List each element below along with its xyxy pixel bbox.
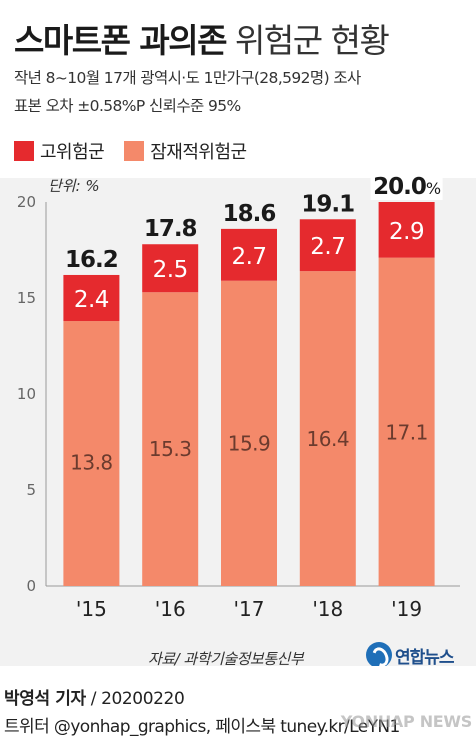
total-label-unit: % <box>426 179 441 198</box>
y-tick-label: 0 <box>26 577 36 595</box>
bar-potential-risk <box>221 280 277 586</box>
subtitle-line-1: 작년 8~10월 17개 광역시·도 1만가구(28,592명) 조사 <box>14 69 361 87</box>
data-label-potential-risk: 16.4 <box>307 427 350 451</box>
x-tick-label: '19 <box>391 597 422 621</box>
x-tick-label: '17 <box>234 597 265 621</box>
total-label: 19.1 <box>301 191 354 217</box>
byline: 박영석 기자 / 20200220 <box>4 689 185 709</box>
data-label-potential-risk: 15.9 <box>228 432 271 456</box>
total-label-background <box>370 172 443 200</box>
x-tick-label: '16 <box>155 597 186 621</box>
stacked-bar-chart: 단위: % 0 5 10 15 20 13.8 2.4 16.2 '15 15.3 2.5 17.8 '1… <box>17 172 460 621</box>
data-label-potential-risk: 15.3 <box>149 437 192 461</box>
data-label-potential-risk: 13.8 <box>70 450 113 474</box>
byline-name: 박영석 기자 <box>4 689 86 709</box>
social-links: 트위터 @yonhap_graphics, 페이스북 tuney.kr/LeYN… <box>4 717 400 737</box>
x-tick-label: '15 <box>76 597 107 621</box>
bar-potential-risk <box>378 257 435 586</box>
yonhap-logo: 연합뉴스 <box>366 642 455 668</box>
y-tick-label: 10 <box>17 385 36 403</box>
data-label-high-risk: 2.7 <box>310 234 345 260</box>
bar-high-risk <box>142 244 199 293</box>
subtitle-line-2: 표본 오차 ±0.58%P 신뢰수준 95% <box>14 97 241 115</box>
yonhap-logo-icon <box>366 642 392 668</box>
legend: 고위험군 잠재적위험군 <box>14 138 267 164</box>
watermark: YONHAP NEWS <box>340 712 473 731</box>
legend-item-potential-risk: 잠재적위험군 <box>124 138 247 164</box>
data-label-high-risk: 2.5 <box>153 257 188 283</box>
y-tick-label: 5 <box>26 481 36 499</box>
data-label-high-risk: 2.4 <box>74 287 109 313</box>
bar-high-risk <box>299 219 356 272</box>
data-label-high-risk: 2.7 <box>231 244 266 270</box>
y-tick-label: 20 <box>17 193 36 211</box>
bar-high-risk <box>378 202 435 258</box>
source-note: 자료/ 과학기술정보통신부 <box>148 650 304 668</box>
chart-title: 스마트폰 과의존 위험군 현황 <box>14 14 390 62</box>
legend-label-high-risk: 고위험군 <box>40 142 105 163</box>
total-label: 18.6 <box>223 201 276 227</box>
bar-high-risk <box>221 228 277 281</box>
title-light: 위험군 현황 <box>235 21 390 60</box>
total-label: 16.2 <box>65 247 118 273</box>
legend-swatch-high-risk <box>14 141 34 161</box>
unit-label: 단위: % <box>48 177 100 195</box>
yonhap-logo-text: 연합뉴스 <box>395 647 455 668</box>
byline-date: 20200220 <box>101 689 185 709</box>
data-label-potential-risk: 17.1 <box>385 421 428 445</box>
total-label: 17.8 <box>144 216 197 242</box>
footer <box>0 666 476 750</box>
bar-potential-risk <box>299 271 356 586</box>
bar-high-risk <box>63 274 120 322</box>
legend-label-potential-risk: 잠재적위험군 <box>150 142 247 163</box>
legend-item-high-risk: 고위험군 <box>14 138 105 164</box>
bar-potential-risk <box>142 292 199 586</box>
y-tick-label: 15 <box>17 289 36 307</box>
x-tick-label: '18 <box>312 597 343 621</box>
total-label: 20.0% <box>373 174 441 200</box>
title-bold: 스마트폰 과의존 <box>14 21 228 60</box>
bar-potential-risk <box>63 321 120 586</box>
legend-swatch-potential-risk <box>124 141 145 161</box>
data-label-high-risk: 2.9 <box>389 219 424 245</box>
